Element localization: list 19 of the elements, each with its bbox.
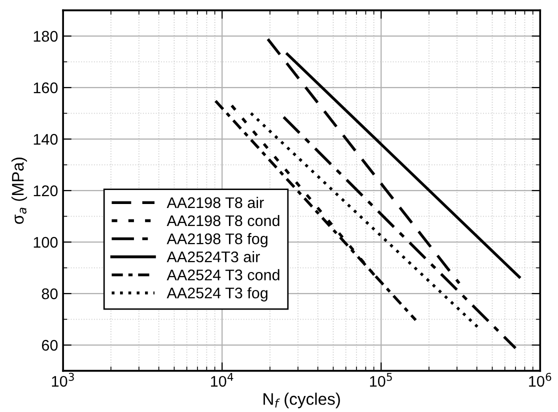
legend-label: AA2198 T8 fog (166, 233, 268, 248)
y-tick-label: 140 (34, 134, 58, 145)
y-tick-label: 180 (34, 30, 58, 42)
y-tick-label: 60 (42, 340, 58, 351)
x-axis-title: N$_{f}$ (cycles) (264, 392, 340, 408)
y-axis-title: σ$_{a}$ (MPa) (11, 158, 28, 224)
y-tick-label: 160 (34, 82, 58, 94)
legend-label: AA2198 T8 cond (166, 214, 280, 226)
x-tick-label: 10$^{6}$ (529, 372, 552, 387)
y-tick-label: 80 (42, 288, 58, 300)
legend-label: AA2524 T3 fog (166, 287, 268, 302)
y-tick-label: 120 (34, 185, 58, 196)
y-tick-label: 100 (34, 236, 58, 248)
legend-label: AA2198 T8 air (166, 196, 264, 208)
x-tick-label: 10$^{3}$ (52, 372, 74, 387)
x-tick-label: 10$^{5}$ (370, 372, 392, 387)
x-tick-label: 10$^{4}$ (211, 372, 234, 387)
legend-label: AA2524 T3 cond (166, 269, 280, 280)
legend-label: AA2524T3 air (166, 251, 260, 262)
